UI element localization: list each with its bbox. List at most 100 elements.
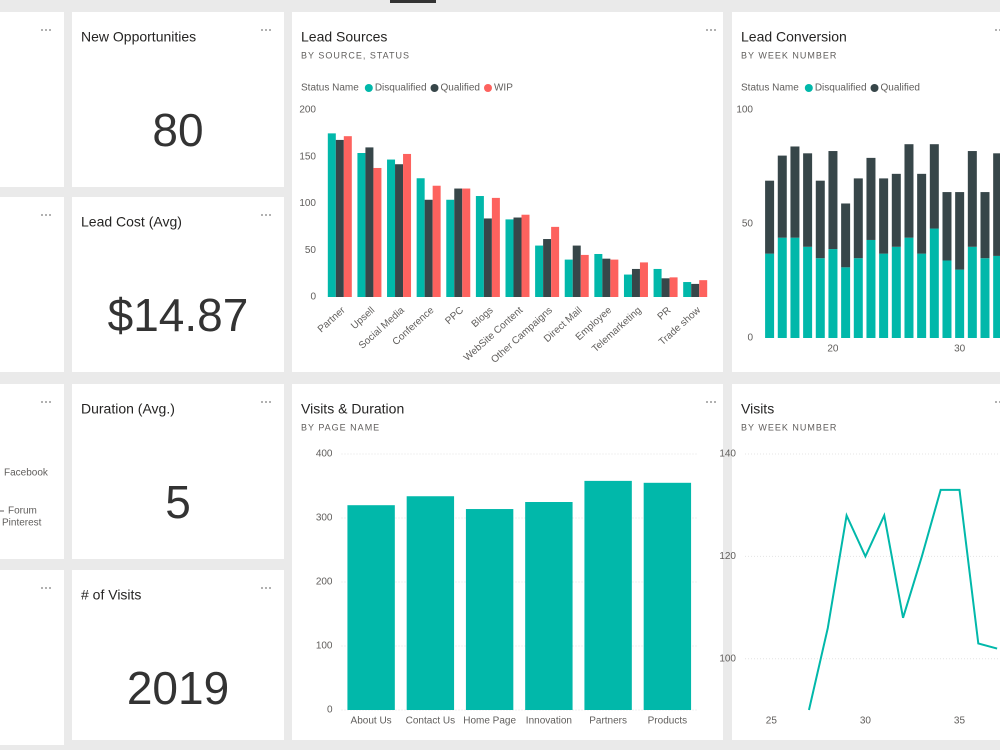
more-icon — [269, 401, 271, 403]
bar-segment — [993, 255, 1000, 338]
y-tick-label: 100 — [719, 653, 736, 664]
legend-label: WIP — [494, 83, 513, 94]
x-tick-label: 30 — [954, 344, 966, 355]
bar — [446, 199, 455, 297]
more-icon — [710, 401, 712, 403]
x-tick-label: About Us — [351, 716, 392, 727]
bar — [483, 218, 492, 297]
bar — [584, 480, 632, 710]
y-tick-label: 150 — [299, 151, 316, 162]
bar — [416, 178, 425, 297]
card-value: 80 — [152, 104, 203, 156]
legend-swatch — [364, 84, 373, 92]
bar — [395, 164, 404, 297]
bar-segment — [777, 237, 787, 338]
bar-segment — [815, 258, 825, 338]
tile — [72, 12, 284, 187]
bar — [357, 153, 366, 297]
bar — [347, 505, 395, 710]
more-icon — [49, 29, 51, 31]
bar — [465, 509, 514, 710]
more-icon — [710, 29, 712, 31]
x-tick-label: Contact Us — [406, 716, 455, 727]
bar-segment — [765, 253, 775, 338]
bar — [631, 268, 640, 297]
x-tick-label: Products — [648, 716, 687, 727]
bar — [365, 147, 374, 297]
more-icon — [714, 401, 716, 403]
bar-segment — [765, 180, 775, 254]
legend-swatch — [430, 84, 439, 92]
tile — [72, 384, 284, 559]
bar — [406, 496, 455, 710]
x-tick-label: 30 — [860, 716, 872, 727]
bar — [691, 283, 700, 297]
bar — [505, 219, 514, 297]
more-icon — [265, 587, 267, 589]
legend-label: Disqualified — [375, 83, 427, 94]
bar-segment — [777, 155, 787, 238]
y-tick-label: 140 — [719, 449, 736, 460]
bar-segment — [891, 246, 901, 338]
chart-subtitle: BY PAGE NAME — [301, 422, 380, 432]
bar — [424, 199, 433, 297]
bar — [661, 278, 670, 297]
more-icon — [45, 214, 47, 216]
bar-segment — [917, 173, 927, 254]
bar-segment — [967, 151, 977, 247]
tile — [0, 12, 64, 187]
more-icon — [41, 29, 43, 31]
legend-label: Forum — [8, 506, 37, 517]
bar-segment — [803, 246, 813, 338]
chart-title: Lead Sources — [301, 29, 387, 45]
bar — [683, 282, 692, 297]
bar — [580, 254, 589, 297]
bar — [653, 268, 662, 297]
bar-segment — [942, 192, 952, 261]
bar — [643, 482, 692, 710]
legend-swatch — [804, 84, 813, 92]
bar — [535, 245, 544, 297]
more-icon — [45, 29, 47, 31]
bar-segment — [841, 203, 851, 268]
bar — [572, 245, 581, 297]
legend-swatch — [483, 84, 492, 92]
more-icon — [269, 587, 271, 589]
bar — [521, 214, 530, 297]
chart-title: Lead Conversion — [741, 29, 847, 45]
y-tick-label: 0 — [747, 333, 753, 344]
more-icon — [706, 29, 708, 31]
x-tick-label: 20 — [827, 344, 839, 355]
more-icon — [45, 401, 47, 403]
chart-subtitle: BY WEEK NUMBER — [741, 50, 837, 60]
chart-title: Visits — [741, 401, 774, 417]
y-tick-label: 200 — [316, 577, 333, 588]
x-tick-label: Innovation — [526, 716, 572, 727]
more-icon — [49, 401, 51, 403]
bar — [551, 226, 560, 297]
bar-segment — [828, 151, 838, 250]
bar — [669, 277, 678, 297]
bar — [403, 153, 412, 297]
bar-segment — [980, 192, 990, 259]
bar-segment — [993, 153, 1000, 256]
legend-label: Disqualified — [815, 83, 867, 94]
legend-label: Facebook — [4, 468, 49, 479]
bar — [564, 259, 573, 297]
more-icon — [995, 401, 997, 403]
y-tick-label: 100 — [299, 198, 316, 209]
bar — [387, 159, 396, 297]
bar — [475, 196, 484, 297]
more-icon — [261, 29, 263, 31]
bar-segment — [967, 246, 977, 338]
legend-label: Qualified — [881, 83, 920, 94]
card-title: Duration (Avg.) — [81, 401, 175, 417]
card-value: $14.87 — [108, 289, 249, 341]
bar — [525, 502, 573, 710]
more-icon — [269, 214, 271, 216]
tile — [732, 384, 1000, 740]
y-tick-label: 300 — [316, 513, 333, 524]
bar — [639, 262, 648, 297]
